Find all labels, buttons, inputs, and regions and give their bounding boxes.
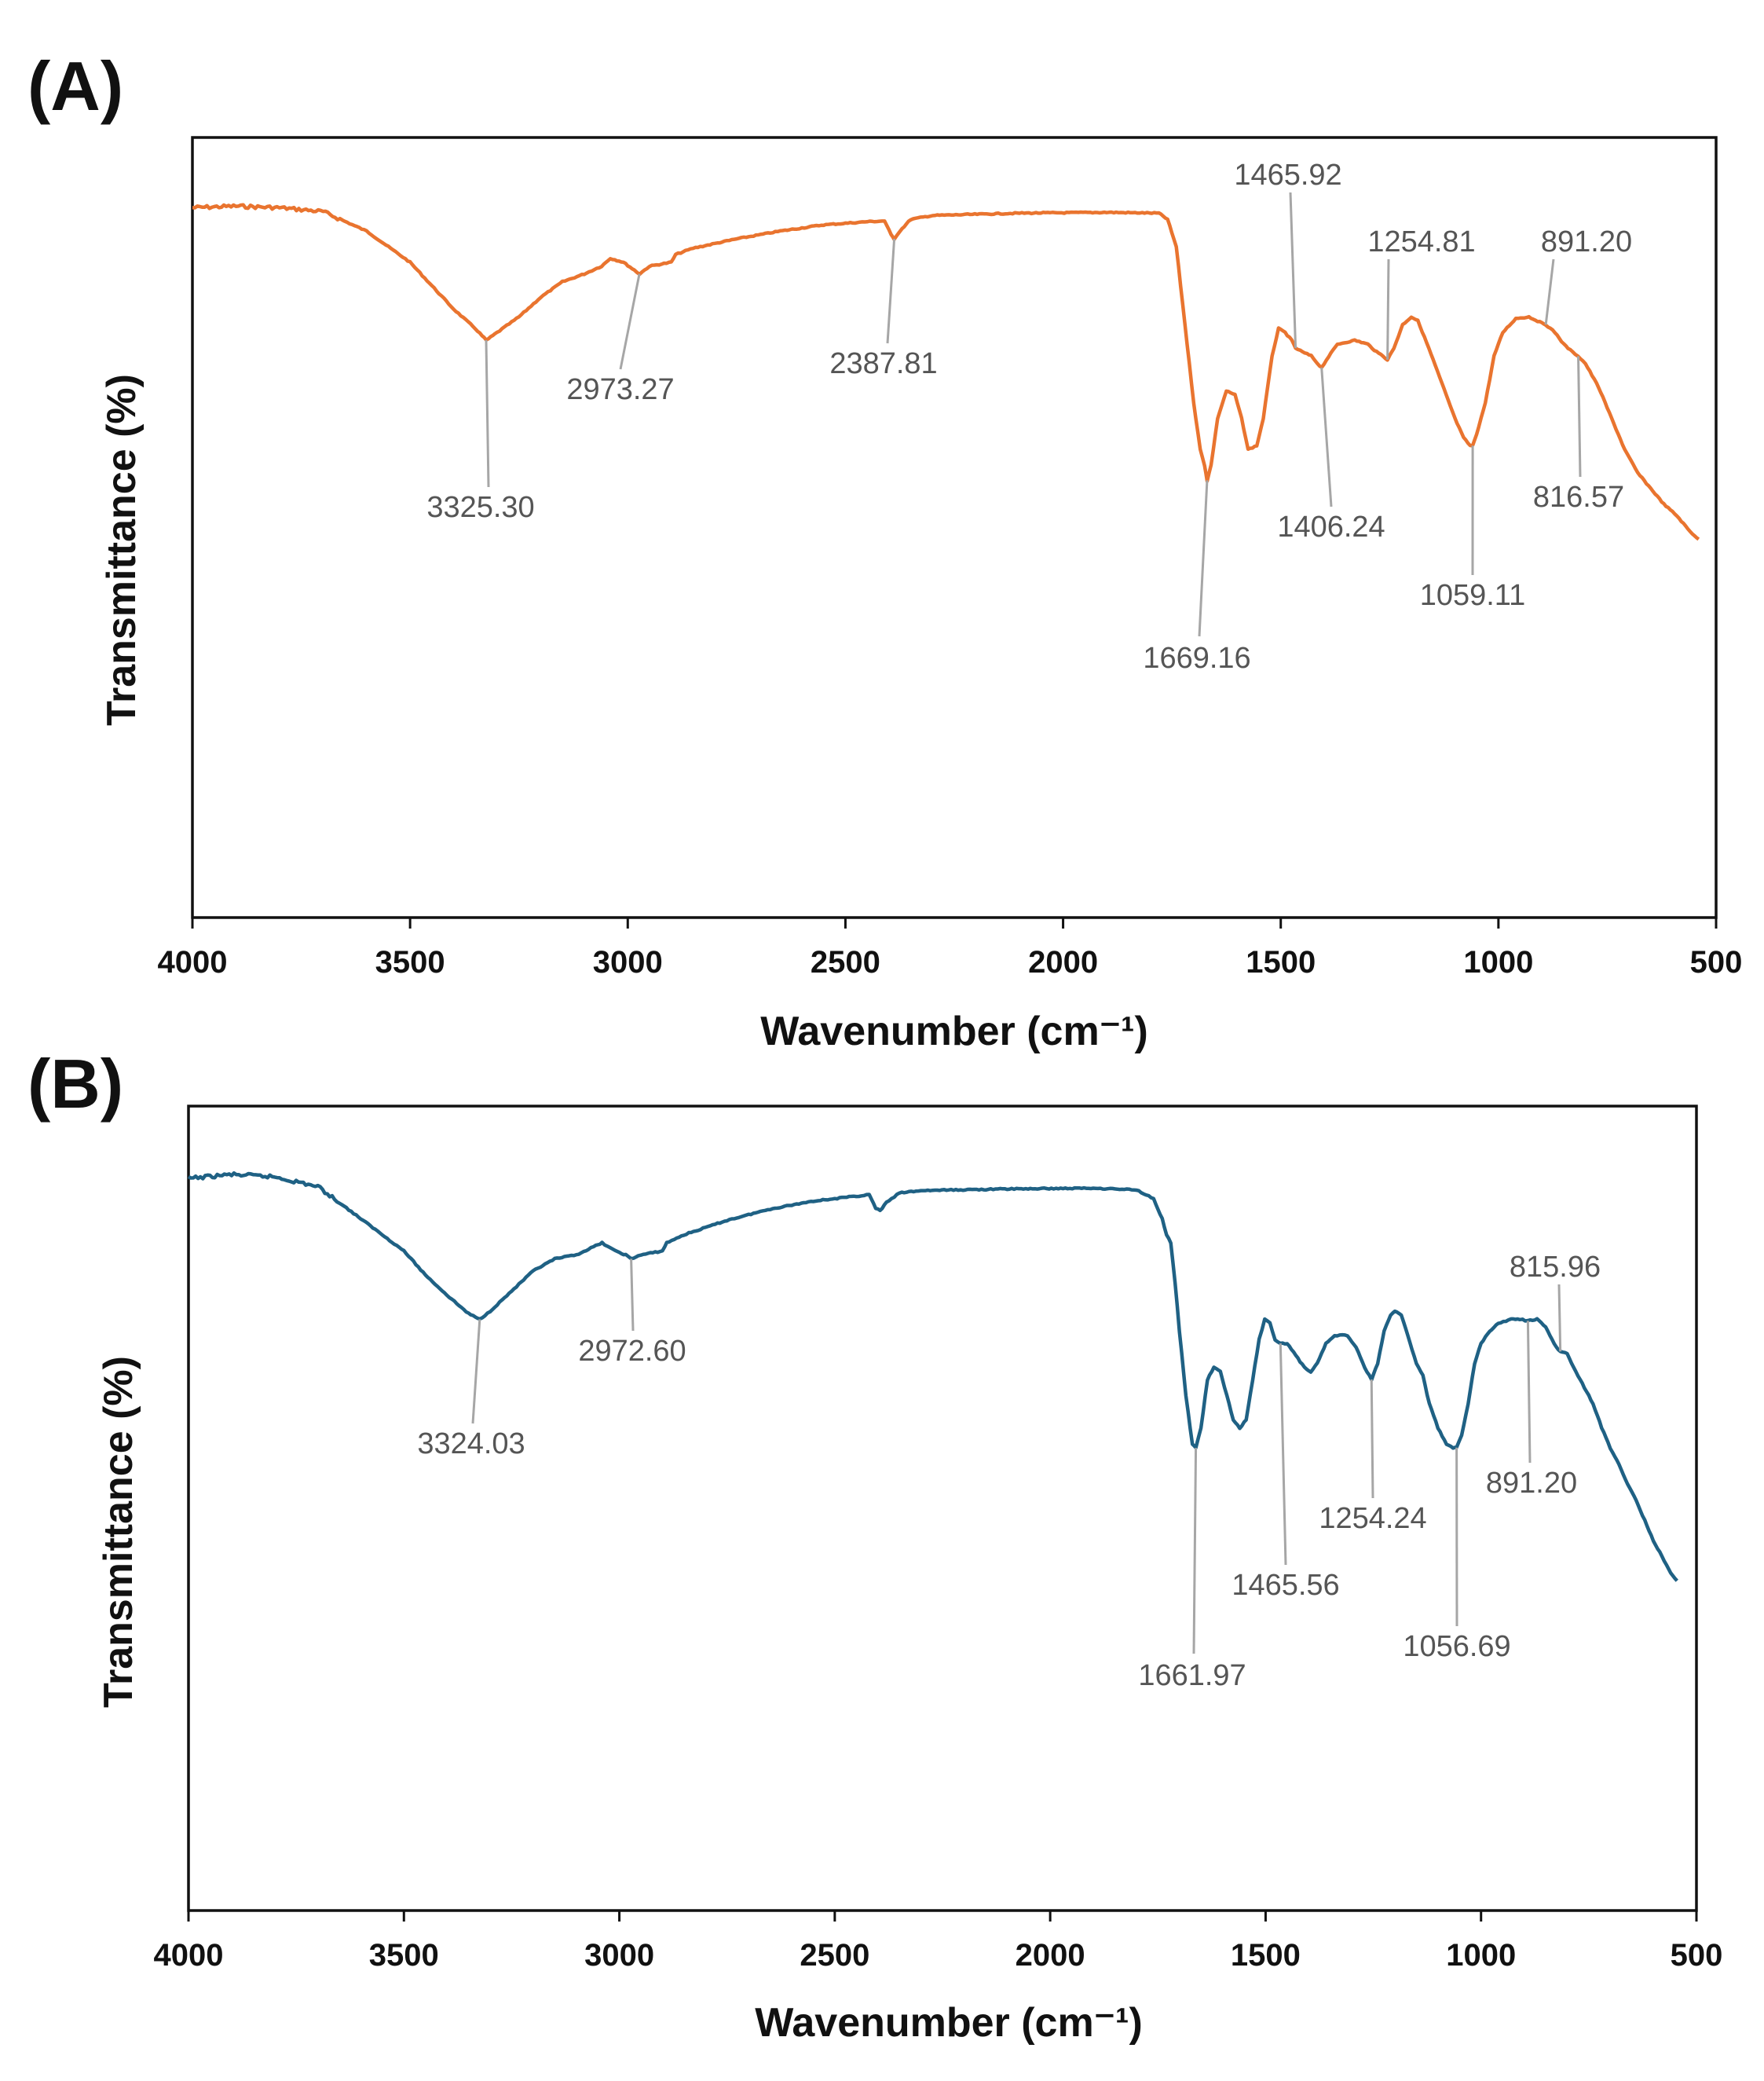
plot-frame <box>187 1105 1698 1912</box>
peak-label: 816.57 <box>1533 481 1624 514</box>
x-tick-label: 3000 <box>593 945 663 980</box>
peak-label: 2972.60 <box>578 1335 686 1368</box>
peak-label: 1059.11 <box>1420 579 1526 612</box>
peak-leader-line <box>1386 258 1390 360</box>
peak-leader-line <box>471 1319 481 1424</box>
x-tick-label: 3500 <box>375 945 445 980</box>
peak-label: 1669.16 <box>1143 642 1250 675</box>
y-axis-title: Transmittance (%) <box>99 374 145 726</box>
x-tick-label: 1500 <box>1231 1938 1301 1973</box>
x-tick-label: 2500 <box>811 945 880 980</box>
x-tick-label: 2500 <box>800 1938 869 1973</box>
x-tick-label: 1000 <box>1446 1938 1516 1973</box>
peak-label: 815.96 <box>1510 1251 1601 1284</box>
x-tick-label: 500 <box>1690 945 1743 980</box>
x-axis-title: Wavenumber (cm⁻¹) <box>760 1009 1148 1054</box>
peak-leader-line <box>485 339 490 488</box>
x-tick-label: 500 <box>1671 1938 1723 1973</box>
x-tick-label: 2000 <box>1016 1938 1085 1973</box>
peak-leader-line <box>1557 1284 1562 1352</box>
panel-b: (B) 4000 3500 3000 2500 2000 1500 1000 500 Wavenu… <box>27 1045 1722 2046</box>
x-tick-label: 4000 <box>158 945 228 980</box>
peak-label: 1254.24 <box>1319 1502 1426 1535</box>
y-axis-title: Transmittance (%) <box>96 1356 141 1708</box>
peak-leader-line <box>1320 367 1333 507</box>
spectrum-line <box>187 1171 1678 1582</box>
peak-label: 1661.97 <box>1138 1659 1246 1692</box>
x-axis-title: Wavenumber (cm⁻¹) <box>755 2000 1143 2046</box>
peak-leader-line <box>619 273 641 370</box>
peak-leader-line <box>1289 192 1297 349</box>
peak-leader-line <box>1198 480 1209 637</box>
peak-label: 891.20 <box>1541 225 1632 258</box>
panel-a: (A) 4000 3500 3000 2500 2000 1500 1000 500 Wavenu… <box>27 47 1742 1054</box>
peak-leader-line <box>1544 258 1555 325</box>
spectrum-line <box>192 203 1700 541</box>
peak-leader-line <box>1192 1448 1198 1654</box>
peak-leader-line <box>1279 1343 1287 1566</box>
x-tick-label: 1000 <box>1463 945 1533 980</box>
panel-letter: (A) <box>27 47 123 125</box>
peak-label: 891.20 <box>1486 1467 1577 1500</box>
peak-label: 1406.24 <box>1277 511 1385 544</box>
plot-frame <box>191 136 1718 919</box>
peak-label: 1465.92 <box>1234 159 1341 192</box>
panel-letter: (B) <box>27 1045 123 1123</box>
peak-leader-line <box>1577 356 1582 478</box>
peak-leader-line <box>1370 1379 1374 1499</box>
peak-label: 2973.27 <box>566 373 674 406</box>
peak-label: 1254.81 <box>1367 225 1475 258</box>
peak-label: 3325.30 <box>426 491 534 524</box>
x-tick-label: 1500 <box>1246 945 1316 980</box>
peak-leader-line <box>1526 1321 1532 1464</box>
peak-leader-line <box>886 238 896 344</box>
x-tick-label: 4000 <box>154 1938 224 1973</box>
peak-label: 2387.81 <box>829 347 937 380</box>
x-tick-label: 3500 <box>369 1938 439 1973</box>
x-tick-label: 2000 <box>1028 945 1098 980</box>
peak-label: 1056.69 <box>1403 1630 1510 1663</box>
peak-leader-line <box>630 1258 635 1332</box>
x-tick-label: 3000 <box>584 1938 654 1973</box>
peak-label: 1465.56 <box>1232 1569 1339 1602</box>
peak-label: 3324.03 <box>417 1427 525 1460</box>
